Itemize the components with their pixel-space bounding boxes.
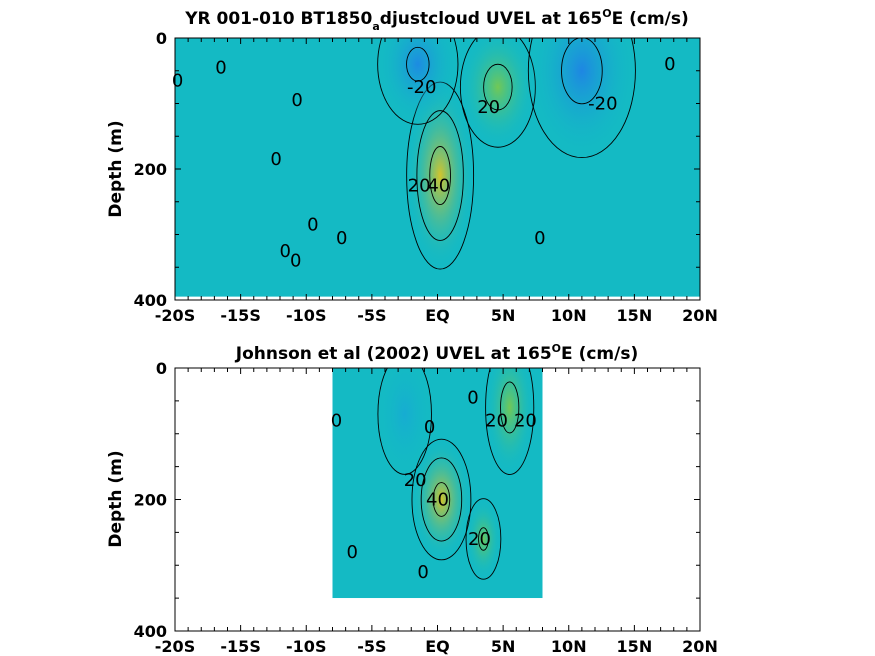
contour-label: 0 (417, 562, 428, 583)
x-tick-label: 10N (551, 306, 587, 325)
contour-line (561, 38, 603, 105)
contour-label: 0 (331, 411, 342, 432)
contour-line (500, 381, 520, 434)
contour-label: 0 (424, 417, 435, 438)
contour-label: 0 (467, 388, 478, 409)
contour-label: 20 (514, 411, 537, 432)
x-tick-label: 10N (551, 637, 587, 656)
contour-label: 0 (346, 542, 357, 563)
contour-label: 20 (485, 411, 508, 432)
contour-label: 0 (290, 251, 301, 272)
velocity-field (332, 368, 543, 599)
x-tick-label: -15S (220, 637, 260, 656)
field-min-blob (378, 38, 458, 124)
contour-label: 0 (336, 228, 347, 249)
contour-line (432, 482, 451, 517)
panel-bottom: Johnson et al (2002) UVEL at 165OE (cm/s… (106, 342, 718, 656)
x-tick-label: -20S (155, 306, 195, 325)
x-tick-label: -15S (220, 306, 260, 325)
x-tick-label: 15N (617, 306, 653, 325)
contour-label: 20 (468, 529, 491, 550)
x-tick-label: -5S (357, 637, 386, 656)
contour-line-zero (411, 438, 472, 561)
contour-line (429, 146, 451, 206)
field-min-blob (378, 368, 431, 474)
contour-label: 0 (270, 149, 281, 170)
y-tick-label: 200 (134, 160, 167, 179)
panel-top: YR 001-010 BT1850adjustcloud UVEL at 165… (106, 7, 718, 325)
contour-line-zero (377, 368, 432, 475)
contour-label: 0 (172, 71, 183, 92)
contour-line-zero (527, 38, 636, 159)
y-tick-label: 200 (134, 491, 167, 510)
contour-line (406, 46, 430, 82)
contour-label: -20 (588, 94, 617, 115)
contour-label: 0 (664, 54, 675, 75)
contour-label: 20 (404, 470, 427, 491)
x-tick-label: -5S (357, 306, 386, 325)
panel-bottom-title: Johnson et al (2002) UVEL at 165OE (cm/s… (235, 342, 638, 364)
panel-top-ylabel: Depth (m) (106, 120, 126, 217)
y-tick-label: 400 (134, 622, 167, 641)
y-tick-label: 0 (156, 29, 167, 48)
x-tick-label: -10S (286, 306, 326, 325)
panel-bottom-ylabel: Depth (m) (106, 450, 126, 547)
x-tick-label: 20N (682, 637, 718, 656)
y-tick-label: 0 (156, 359, 167, 378)
contour-line (420, 457, 463, 542)
contour-label: 20 (408, 175, 431, 196)
contour-line-zero (465, 498, 502, 580)
contour-label: 40 (426, 490, 449, 511)
contour-line (478, 527, 489, 551)
x-tick-label: EQ (425, 637, 450, 656)
x-tick-label: 5N (491, 306, 516, 325)
x-tick-label: -10S (286, 637, 326, 656)
contour-label: 20 (477, 97, 500, 118)
contour-line-zero (377, 38, 459, 125)
contour-label: 0 (291, 90, 302, 111)
x-tick-label: 5N (491, 637, 516, 656)
field-max-blob (461, 38, 535, 147)
field-min-blob (529, 38, 635, 156)
contour-label: 0 (534, 228, 545, 249)
contour-label: 0 (307, 215, 318, 236)
x-tick-label: -20S (155, 637, 195, 656)
x-tick-label: 20N (682, 306, 718, 325)
x-tick-label: 15N (617, 637, 653, 656)
panel-top-title: YR 001-010 BT1850adjustcloud UVEL at 165… (184, 7, 689, 33)
velocity-field (175, 38, 700, 297)
contour-label: 40 (427, 175, 450, 196)
contour-line-zero (485, 368, 535, 475)
y-tick-label: 400 (134, 291, 167, 310)
field-max-blob (486, 368, 534, 474)
contour-label: 0 (280, 241, 291, 262)
x-tick-label: EQ (425, 306, 450, 325)
contour-label: -20 (407, 77, 436, 98)
field-max-blob (466, 499, 501, 579)
contour-label: 0 (215, 57, 226, 78)
contour-line (483, 63, 513, 111)
